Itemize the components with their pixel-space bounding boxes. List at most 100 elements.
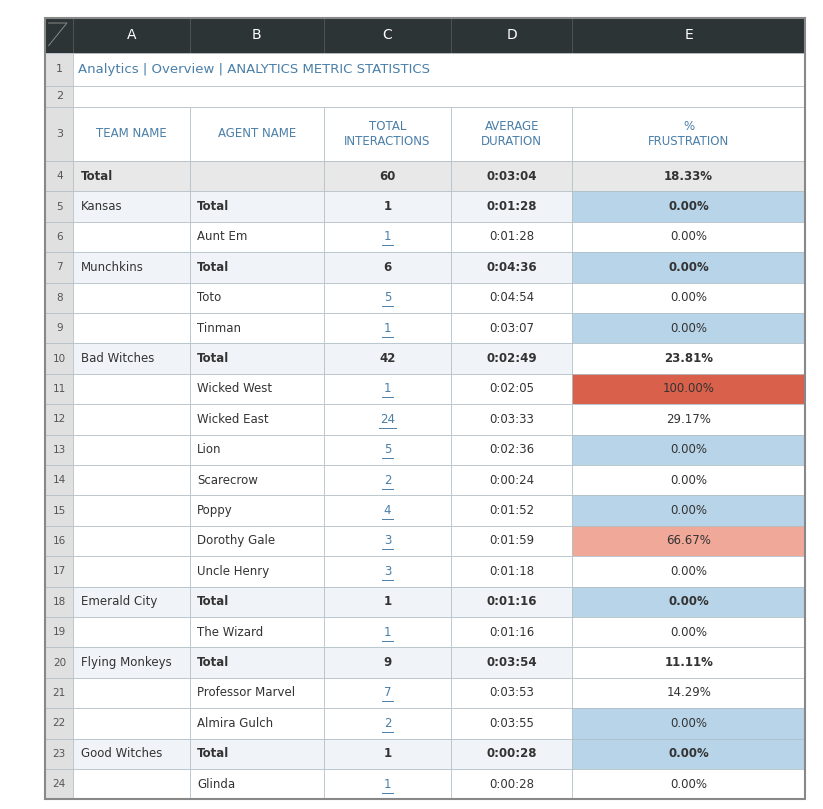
Text: 0.00%: 0.00%: [670, 291, 707, 304]
Text: 1: 1: [384, 383, 391, 396]
Bar: [73, 769, 189, 799]
Text: 23: 23: [53, 748, 66, 759]
Bar: [324, 18, 451, 53]
Text: 22: 22: [53, 718, 66, 728]
Text: 14: 14: [53, 475, 66, 485]
Text: 0.00%: 0.00%: [670, 625, 707, 638]
Bar: [451, 739, 573, 769]
Text: 3: 3: [384, 565, 391, 578]
Bar: [324, 556, 451, 587]
Bar: [324, 404, 451, 434]
Bar: [451, 107, 573, 161]
Bar: [573, 252, 805, 282]
Text: 0.00%: 0.00%: [670, 565, 707, 578]
Bar: [451, 495, 573, 526]
Text: 0:04:36: 0:04:36: [486, 260, 537, 274]
Bar: [73, 404, 189, 434]
Text: 66.67%: 66.67%: [667, 535, 711, 548]
Text: 0:01:28: 0:01:28: [486, 200, 537, 213]
Bar: [451, 465, 573, 495]
Text: 0.00%: 0.00%: [668, 200, 709, 213]
Bar: [324, 587, 451, 617]
Bar: [45, 192, 805, 222]
Bar: [45, 107, 805, 161]
Text: 24: 24: [53, 779, 66, 789]
Bar: [189, 647, 324, 678]
Bar: [45, 769, 73, 799]
Text: Wicked East: Wicked East: [198, 413, 269, 426]
Bar: [73, 343, 189, 374]
Bar: [45, 769, 805, 799]
Bar: [573, 192, 805, 222]
Text: 24: 24: [380, 413, 395, 426]
Text: D: D: [506, 28, 517, 42]
Text: Lion: Lion: [198, 443, 221, 456]
Bar: [45, 495, 73, 526]
Bar: [73, 282, 189, 313]
Bar: [73, 192, 189, 222]
Text: 10: 10: [53, 354, 66, 363]
Bar: [573, 18, 805, 53]
Bar: [45, 465, 73, 495]
Bar: [45, 465, 805, 495]
Bar: [573, 107, 805, 161]
Text: Glinda: Glinda: [198, 777, 235, 790]
Text: The Wizard: The Wizard: [198, 625, 263, 638]
Text: 0:03:07: 0:03:07: [489, 322, 534, 335]
Text: 15: 15: [53, 506, 66, 515]
Text: 17: 17: [53, 566, 66, 576]
Bar: [73, 587, 189, 617]
Text: Total: Total: [198, 656, 230, 669]
Text: 0:02:05: 0:02:05: [489, 383, 534, 396]
Text: 1: 1: [384, 322, 391, 335]
Bar: [189, 252, 324, 282]
Bar: [73, 374, 189, 404]
Text: 1: 1: [384, 200, 392, 213]
Bar: [189, 769, 324, 799]
Bar: [324, 343, 451, 374]
Text: 0.00%: 0.00%: [670, 231, 707, 244]
Bar: [451, 526, 573, 556]
Text: 23.81%: 23.81%: [664, 352, 714, 365]
Bar: [451, 313, 573, 343]
Text: %
FRUSTRATION: % FRUSTRATION: [648, 120, 729, 148]
Bar: [573, 647, 805, 678]
Bar: [324, 617, 451, 647]
Bar: [45, 222, 805, 252]
Text: A: A: [127, 28, 137, 42]
Text: 3: 3: [384, 535, 391, 548]
Text: 7: 7: [56, 262, 63, 273]
Bar: [451, 222, 573, 252]
Bar: [324, 282, 451, 313]
Bar: [45, 708, 73, 739]
Bar: [324, 769, 451, 799]
Text: 9: 9: [56, 323, 63, 333]
Bar: [573, 282, 805, 313]
Text: 1: 1: [384, 625, 391, 638]
Bar: [573, 526, 805, 556]
Bar: [324, 678, 451, 708]
Bar: [73, 161, 189, 192]
Bar: [73, 678, 189, 708]
Text: Professor Marvel: Professor Marvel: [198, 686, 295, 700]
Text: 29.17%: 29.17%: [667, 413, 711, 426]
Bar: [189, 739, 324, 769]
Text: 0:03:33: 0:03:33: [489, 413, 534, 426]
Text: 4: 4: [56, 172, 63, 181]
Text: 0.00%: 0.00%: [670, 473, 707, 487]
Bar: [451, 18, 573, 53]
Text: 11: 11: [53, 384, 66, 394]
Bar: [573, 769, 805, 799]
Bar: [45, 18, 73, 53]
Text: 0.00%: 0.00%: [670, 504, 707, 517]
Text: 0.00%: 0.00%: [670, 717, 707, 730]
Text: 0:00:28: 0:00:28: [486, 748, 537, 760]
Text: 0.00%: 0.00%: [670, 777, 707, 790]
Bar: [189, 495, 324, 526]
Text: Scarecrow: Scarecrow: [198, 473, 258, 487]
Text: 0:02:49: 0:02:49: [486, 352, 537, 365]
Text: Total: Total: [198, 595, 230, 608]
Bar: [73, 739, 189, 769]
Bar: [45, 647, 805, 678]
Bar: [324, 161, 451, 192]
